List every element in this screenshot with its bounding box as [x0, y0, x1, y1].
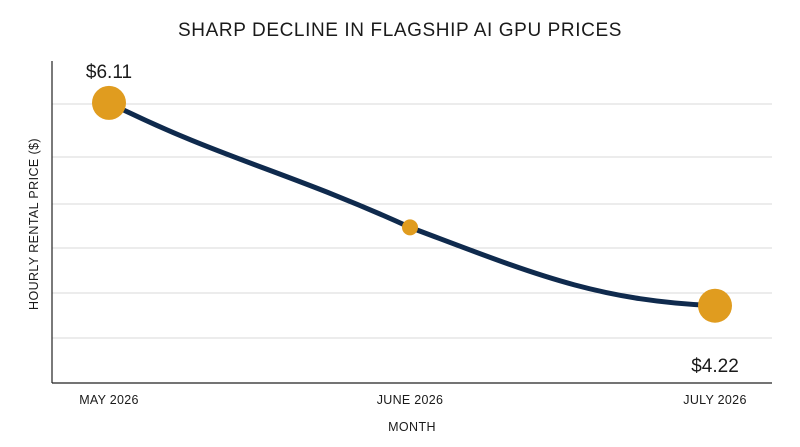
- x-axis-label: MONTH: [388, 420, 436, 434]
- data-label: $4.22: [691, 356, 739, 377]
- x-tick-labels: MAY 2026 JUNE 2026 JULY 2026: [79, 393, 746, 407]
- chart-title: SHARP DECLINE IN FLAGSHIP AI GPU PRICES: [178, 20, 622, 41]
- x-tick-label: JUNE 2026: [377, 393, 444, 407]
- x-tick-label: MAY 2026: [79, 393, 139, 407]
- data-markers: [92, 85, 732, 323]
- y-axis-label: HOURLY RENTAL PRICE ($): [27, 138, 41, 310]
- grid-lines: [52, 103, 772, 339]
- axes: [51, 61, 772, 384]
- x-tick-label: JULY 2026: [683, 393, 746, 407]
- data-labels: $6.11 $4.22: [86, 62, 739, 377]
- data-label: $6.11: [86, 62, 132, 83]
- data-point-marker: [402, 219, 418, 236]
- data-point-marker: [698, 288, 732, 323]
- data-point-marker: [92, 85, 126, 120]
